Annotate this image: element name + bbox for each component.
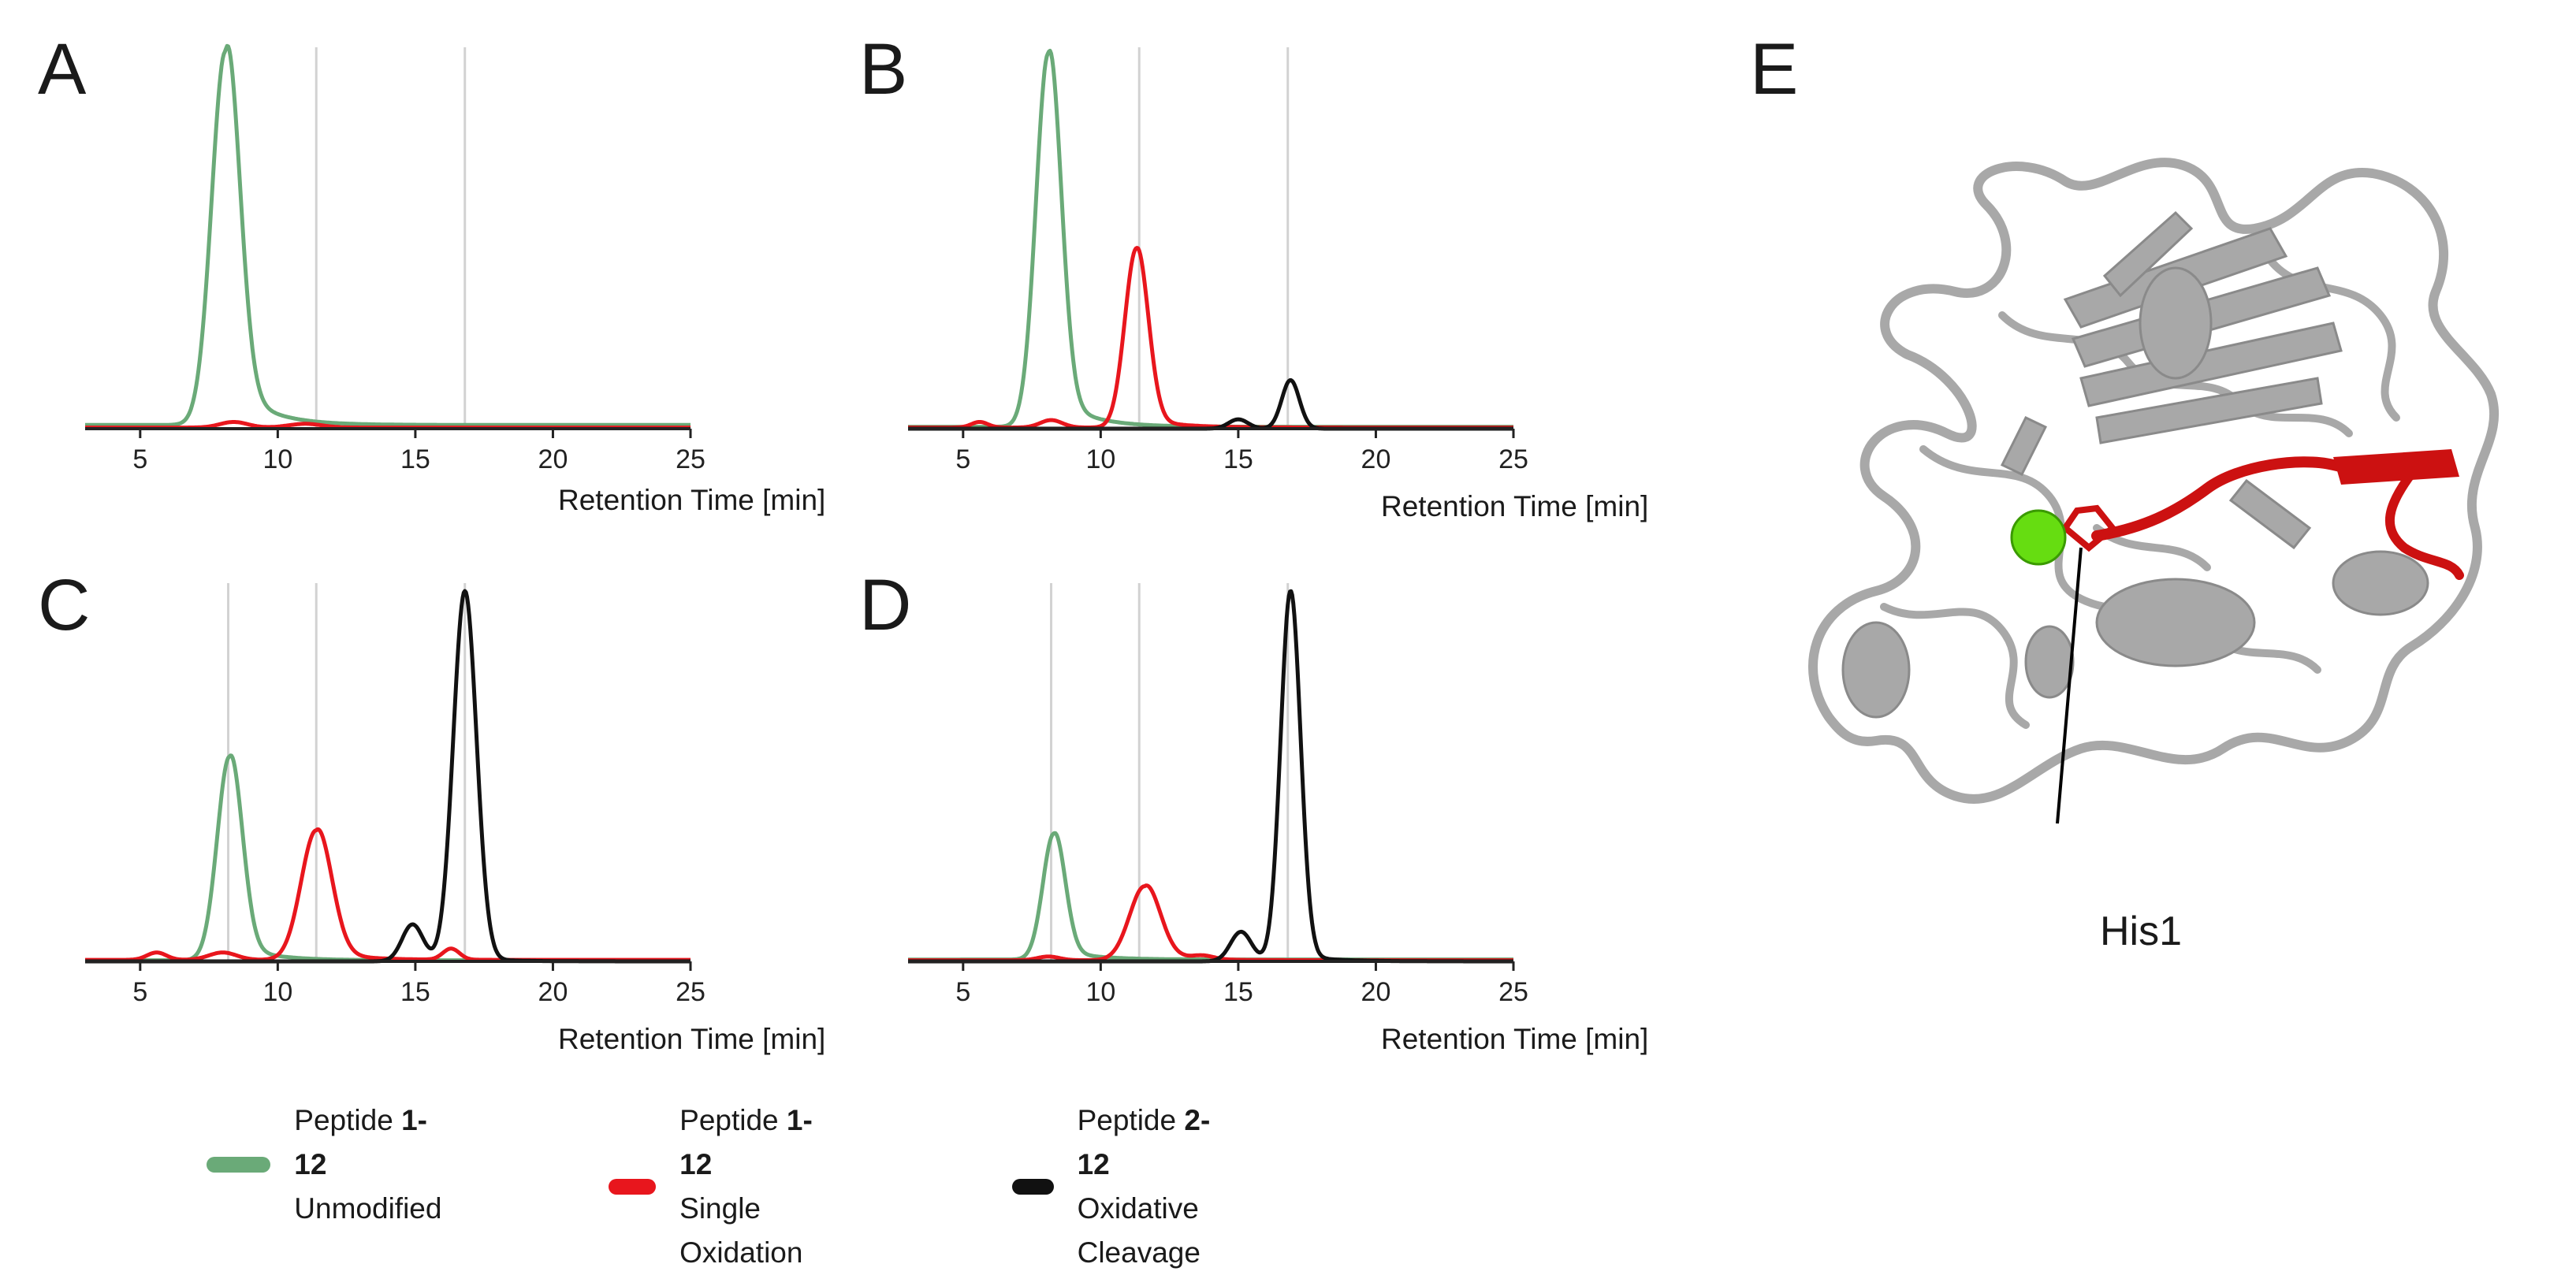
legend-label-bold: 1-12 (294, 1104, 427, 1180)
legend-label-sub: Single Oxidation (679, 1192, 803, 1269)
x-tick-label-c-5: 5 (132, 977, 147, 1007)
x-tick-label-b-10: 10 (1085, 444, 1115, 474)
legend-swatch-single-oxidation (609, 1179, 657, 1195)
panel-letter-b: B (859, 29, 908, 110)
x-axis-title-c: Retention Time [min] (558, 1023, 826, 1055)
x-tick-label-a-20: 20 (538, 444, 568, 474)
his1-label: His1 (2100, 909, 2183, 954)
x-tick-label-a-10: 10 (262, 444, 292, 474)
series-line-c-0 (84, 753, 692, 963)
x-tick-label-b-5: 5 (955, 444, 970, 474)
protein-backbone (1808, 158, 2500, 805)
x-axis-title-a: Retention Time [min] (558, 484, 826, 516)
series-line-b-2 (906, 378, 1515, 431)
x-tick-label-d-20: 20 (1361, 977, 1391, 1007)
legend-label-sub: Oxidative Cleavage (1077, 1192, 1201, 1269)
series-line-c-2 (84, 589, 692, 964)
his1-pointer-line (2056, 547, 2083, 824)
legend-label-name: Peptide (294, 1104, 393, 1136)
panel-letter-c: C (38, 565, 91, 645)
series-line-a-0 (84, 43, 692, 427)
x-axis-title-b: Retention Time [min] (1381, 490, 1649, 522)
x-tick-label-d-5: 5 (955, 977, 970, 1007)
x-tick-label-c-25: 25 (676, 977, 705, 1007)
x-tick-label-b-25: 25 (1498, 444, 1528, 474)
legend-item-oxidative-cleavage: Peptide 2-12 Oxidative Cleavage (1012, 1098, 1228, 1275)
legend-item-unmodified: Peptide 1-12 Unmodified (207, 1098, 447, 1231)
legend-label-bold: 2-12 (1077, 1104, 1211, 1180)
legend-item-single-oxidation: Peptide 1-12 Single Oxidation (609, 1098, 825, 1275)
his1-region (2060, 449, 2464, 580)
x-tick-label-b-20: 20 (1361, 444, 1391, 474)
x-tick-label-b-15: 15 (1223, 444, 1253, 474)
series-line-b-1 (906, 246, 1515, 430)
legend-label-name: Peptide (679, 1104, 779, 1136)
protein-helices (1841, 266, 2429, 719)
x-tick-label-d-25: 25 (1498, 977, 1528, 1007)
x-tick-label-a-25: 25 (676, 444, 705, 474)
legend-label-name: Peptide (1077, 1104, 1177, 1136)
series-line-d-0 (906, 831, 1515, 962)
x-axis-title-d: Retention Time [min] (1381, 1023, 1649, 1055)
panel-letter-d: D (859, 565, 912, 645)
panel-letter-e: E (1750, 29, 1799, 110)
x-tick-label-c-15: 15 (400, 977, 430, 1007)
x-tick-label-c-10: 10 (262, 977, 292, 1007)
series-line-d-2 (906, 589, 1515, 964)
x-tick-label-a-15: 15 (400, 444, 430, 474)
legend-label-bold: 1-12 (679, 1104, 813, 1180)
legend-swatch-oxidative-cleavage (1012, 1179, 1054, 1195)
x-tick-label-d-15: 15 (1223, 977, 1253, 1007)
chromatogram-plots: 5 10 15 20 25 5 10 15 20 25 5 10 15 20 25 5 10 15 20 25 (84, 43, 1528, 1007)
protein-structure-illustration (1808, 158, 2500, 824)
x-tick-label-d-10: 10 (1085, 977, 1115, 1007)
series-line-b-0 (906, 48, 1515, 429)
legend-label-sub: Unmodified (294, 1192, 442, 1225)
x-tick-label-a-5: 5 (132, 444, 147, 474)
panel-letter-a: A (38, 29, 87, 110)
metal-ion-sphere (2010, 509, 2067, 566)
legend-swatch-unmodified (207, 1157, 271, 1173)
series-line-d-1 (906, 883, 1515, 963)
x-tick-label-c-20: 20 (538, 977, 568, 1007)
series-line-c-1 (84, 827, 692, 962)
